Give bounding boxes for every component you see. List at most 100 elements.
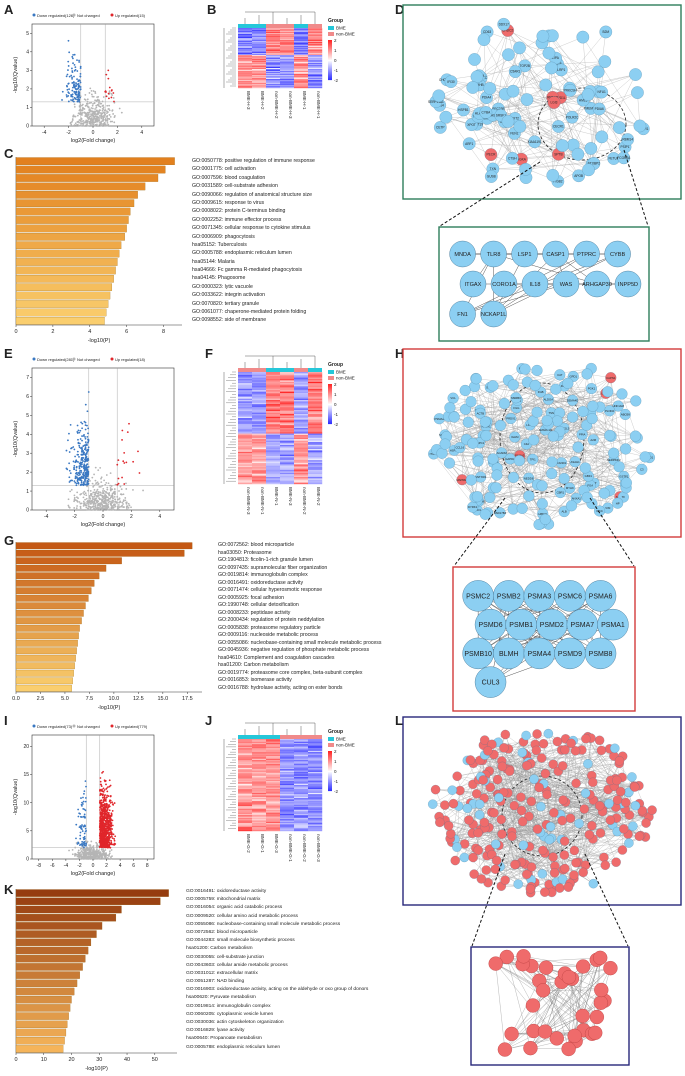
heatmap-cell: [308, 827, 323, 829]
node-label: LRP1: [557, 68, 565, 72]
heatmap-cell: [266, 54, 281, 56]
data-point: [83, 490, 86, 493]
heatmap-cell: [294, 779, 309, 782]
heatmap-cell: [252, 414, 267, 416]
heatmap-cell: [252, 402, 267, 405]
enrichment-bar: [15, 594, 89, 602]
heatmap-cell: [238, 803, 253, 805]
data-point: [61, 99, 63, 101]
y-tick-label: 0: [26, 508, 29, 514]
network-node: [490, 270, 518, 298]
heatmap-cell: [280, 31, 295, 33]
heatmap-cell: [238, 72, 253, 74]
heatmap-cell: [238, 758, 253, 761]
data-point: [80, 797, 82, 799]
data-point: [107, 503, 110, 506]
data-point: [108, 97, 110, 100]
heatmap-cell: [266, 412, 281, 415]
heatmap-cell: [266, 774, 281, 776]
heatmap-cell: [252, 423, 267, 426]
heatmap-cell: [238, 770, 253, 773]
data-point: [85, 504, 88, 507]
x-tick-label: 0.0: [12, 696, 20, 702]
heatmap-cell: [280, 36, 295, 38]
network-node: [520, 93, 534, 106]
heatmap-cell: [280, 816, 295, 819]
data-point: [87, 489, 89, 492]
data-point: [83, 458, 86, 461]
enrichment-bar: [15, 987, 75, 996]
data-point: [109, 836, 112, 839]
color-scale: [328, 413, 332, 415]
network-edge: [577, 146, 626, 155]
heatmap-cell: [280, 41, 295, 43]
data-point: [90, 117, 93, 120]
heatmap-cell: [308, 467, 323, 469]
heatmap-cell: [280, 391, 295, 394]
data-point: [71, 55, 74, 58]
color-scale: [328, 40, 332, 42]
heatmap-cell: [294, 465, 309, 468]
heatmap-cell: [294, 412, 309, 415]
heatmap-cell: [308, 407, 323, 409]
heatmap-cell: [252, 394, 267, 396]
heatmap-cell: [238, 464, 253, 466]
data-point: [80, 118, 82, 121]
enrichment-bar: [15, 564, 107, 572]
heatmap-cell: [238, 477, 253, 479]
data-point: [88, 497, 91, 499]
go-term: GO:0016491: oxidoreductase activity: [186, 889, 267, 894]
data-point: [110, 857, 113, 860]
heatmap-cell: [294, 809, 309, 812]
heatmap-cell: [294, 43, 309, 45]
heatmap-cell: [266, 457, 281, 459]
color-scale: [328, 774, 332, 776]
heatmap-cell: [238, 753, 253, 755]
data-point: [77, 80, 80, 83]
data-point: [99, 780, 102, 783]
heatmap-cell: [238, 757, 253, 759]
data-point: [65, 84, 68, 87]
heatmap-cell: [294, 34, 309, 36]
heatmap-cell: [294, 404, 309, 406]
enrichment-bar: [15, 549, 185, 557]
heatmap-cell: [238, 400, 253, 402]
heatmap-cell: [294, 799, 309, 801]
data-point: [101, 813, 104, 816]
heatmap-cell: [266, 407, 281, 409]
data-point: [91, 846, 94, 849]
heatmap-cell: [308, 415, 323, 417]
heatmap-cell: [252, 767, 267, 770]
network-node: [545, 61, 558, 75]
color-scale: [328, 776, 332, 778]
data-point: [100, 476, 103, 479]
data-point: [110, 831, 113, 834]
heatmap-cell: [252, 741, 267, 744]
heatmap-cell: [294, 807, 309, 809]
data-point: [106, 488, 109, 491]
heatmap-cell: [308, 750, 323, 753]
data-point: [75, 484, 78, 487]
heatmap-cell: [238, 83, 253, 85]
heatmap-cell: [308, 404, 323, 406]
heatmap-cell: [238, 824, 253, 826]
data-point: [81, 109, 84, 112]
data-point: [74, 455, 76, 458]
data-point: [79, 109, 82, 112]
heatmap-cell: [294, 373, 309, 375]
heatmap-cell: [252, 32, 267, 34]
data-point: [101, 504, 104, 507]
data-point: [79, 65, 82, 68]
go-term: GO:1904813: ficolin-1-rich granule lumen: [218, 557, 313, 563]
heatmap-cell: [266, 809, 281, 812]
heatmap-cell: [280, 416, 295, 419]
heatmap-cell: [308, 71, 323, 73]
heatmap-cell: [280, 757, 295, 759]
color-scale: [328, 388, 332, 390]
data-point: [88, 853, 91, 855]
heatmap-cell: [252, 64, 267, 66]
data-point: [72, 114, 75, 117]
data-point: [92, 849, 95, 851]
network-node: [497, 18, 511, 31]
data-point: [102, 853, 105, 856]
